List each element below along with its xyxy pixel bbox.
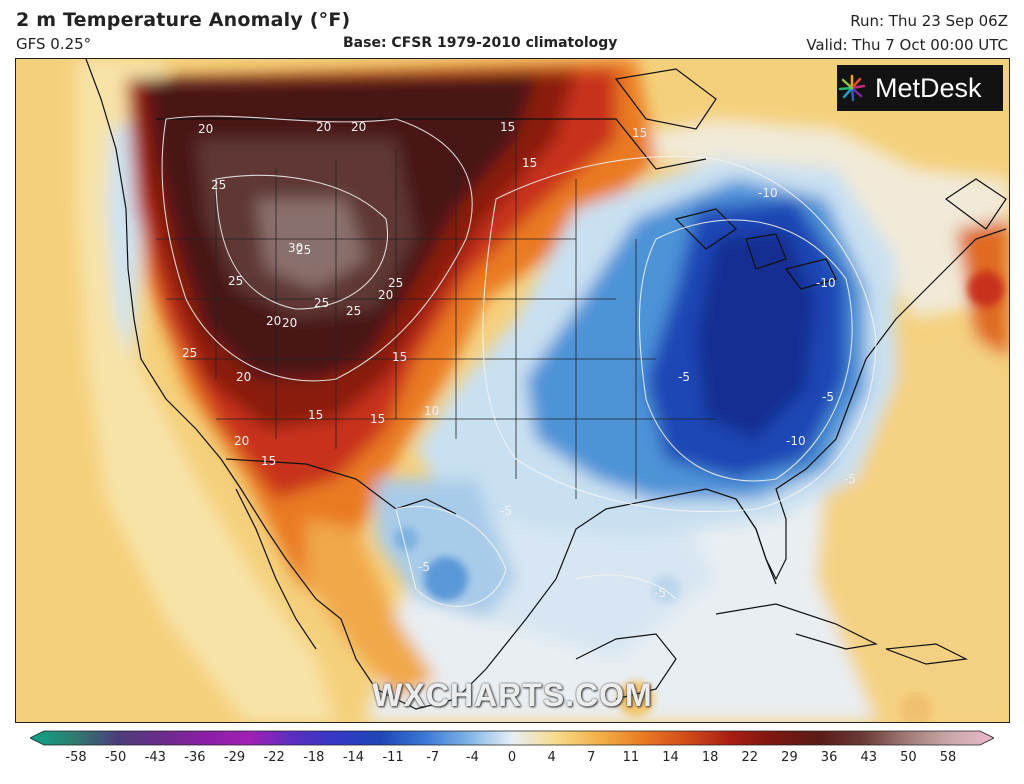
- scale-tick-label: -50: [105, 750, 127, 765]
- cuba: [715, 603, 878, 650]
- coastlines: [85, 59, 1007, 710]
- anomaly-field: [76, 59, 1009, 722]
- contour-lines: [161, 115, 877, 607]
- scale-tick-label: 36: [820, 750, 838, 765]
- contour-label: -10: [786, 434, 806, 448]
- color-scale-bar: [30, 730, 994, 746]
- contour-label: 15: [261, 454, 276, 468]
- contour-label: 20: [378, 288, 393, 302]
- contour-label: 20: [282, 316, 297, 330]
- run-time: Run: Thu 23 Sep 06Z: [850, 12, 1008, 30]
- contour-label: 20: [316, 120, 331, 134]
- contour-label: 25: [182, 346, 197, 360]
- chart-title: 2 m Temperature Anomaly (°F): [16, 9, 351, 31]
- contour-label: 15: [308, 408, 323, 422]
- metdesk-logo-text: MetDesk: [875, 72, 982, 103]
- contour-label: 20: [351, 120, 366, 134]
- cold-navy: [696, 229, 816, 439]
- scale-tick-label: 50: [900, 750, 917, 765]
- newfoundland: [944, 178, 1007, 230]
- scale-tick-label: 11: [622, 750, 640, 765]
- metdesk-logo: MetDesk: [837, 65, 1003, 111]
- contour-label: 20: [198, 122, 213, 136]
- contour-label: -10: [758, 186, 778, 200]
- model-label: GFS 0.25°: [16, 35, 92, 53]
- scale-tick-label: 7: [587, 750, 596, 765]
- color-scale-gradient: [30, 730, 994, 746]
- contour-label: 20: [234, 434, 249, 448]
- us-mexico-border: [225, 458, 457, 515]
- contour-label: 25: [211, 178, 226, 192]
- contour-labels-warm: 20 20 20 15 15152530252520252525202025201515…: [182, 120, 647, 468]
- contour-label: -5: [500, 504, 512, 518]
- contour-label: 25: [346, 304, 361, 318]
- baja: [235, 488, 317, 650]
- us-canada-border: [156, 118, 707, 170]
- wxcharts-watermark: WXCHARTS.COM: [372, 677, 653, 713]
- scale-tick-label: 0: [507, 750, 517, 765]
- valid-time: Valid: Thu 7 Oct 00:00 UTC: [806, 36, 1008, 54]
- coastal-blue: [106, 119, 141, 359]
- contour-label: 20: [236, 370, 251, 384]
- hudson-bay: [614, 68, 717, 130]
- state-lines: [156, 129, 716, 499]
- hispaniola: [885, 643, 969, 665]
- fine-details: [394, 271, 1004, 722]
- map-canvas: MetDesk 20 20 20 15 151525302525202525252020…: [16, 59, 1009, 722]
- contour-label: 20: [266, 314, 281, 328]
- contour-label: 30: [288, 241, 303, 255]
- contour-label: -10: [816, 276, 836, 290]
- scale-tick-label: -29: [223, 750, 246, 765]
- scale-tick-label: 58: [939, 750, 957, 765]
- contour-label: 25: [314, 296, 329, 310]
- west-coast: [85, 59, 1007, 710]
- scale-tick-label: -22: [263, 750, 285, 765]
- contour-label: -5: [418, 560, 430, 574]
- scale-tick-label: -11: [382, 750, 404, 765]
- scale-tick-label: 18: [701, 750, 719, 765]
- contour-label: 25: [388, 276, 403, 290]
- contour-label: 25: [228, 274, 243, 288]
- contour-label: -5: [822, 390, 834, 404]
- contour-label: 15: [500, 120, 515, 134]
- scale-tick-label: -18: [303, 750, 325, 765]
- contour-label: 15: [370, 412, 385, 426]
- scale-tick-label: -4: [465, 750, 479, 765]
- scale-tick-label: 43: [860, 750, 877, 765]
- scale-tick-label: -14: [342, 750, 365, 765]
- metdesk-starburst-icon: [838, 74, 866, 102]
- color-scale-ticks: -58 -50 -43 -36 -29 -22 -18 -14 -11 -7 -4 0 4 7 11 14 18…: [0, 750, 1024, 770]
- contour-label: -5: [844, 472, 856, 486]
- scale-tick-label: -7: [426, 750, 440, 765]
- contour-label: -5: [678, 370, 690, 384]
- scale-tick-label: 29: [781, 750, 798, 765]
- anomaly-map: MetDesk 20 20 20 15 15 15 25 30 25 25 20 25 25 25 20 20…: [15, 58, 1010, 723]
- scale-tick-label: -43: [144, 750, 166, 765]
- scale-tick-label: 22: [741, 750, 759, 765]
- scale-tick-label: -58: [65, 750, 87, 765]
- scale-tick-label: 4: [547, 750, 556, 765]
- scale-tick-label: 14: [662, 750, 679, 765]
- contour-labels-cold: -10 -10 -10 -5 -5 -5 -5 -5 -5: [418, 186, 856, 600]
- contour-label: 10: [424, 404, 439, 418]
- scale-tick-label: -36: [184, 750, 206, 765]
- contour-label: 15: [522, 156, 537, 170]
- contour-label: 15: [392, 350, 407, 364]
- contour-label: -5: [654, 586, 666, 600]
- great-lakes: [674, 208, 837, 290]
- mexico-cold: [376, 479, 516, 619]
- warmest-core: [256, 199, 366, 289]
- mexico-warm: [306, 519, 436, 699]
- canada-pale: [576, 119, 1009, 319]
- yucatan: [575, 633, 677, 700]
- contour-label: 15: [632, 126, 647, 140]
- florida: [735, 498, 777, 585]
- contour-label: 25: [296, 243, 311, 257]
- climatology-base: Base: CFSR 1979-2010 climatology: [343, 35, 618, 51]
